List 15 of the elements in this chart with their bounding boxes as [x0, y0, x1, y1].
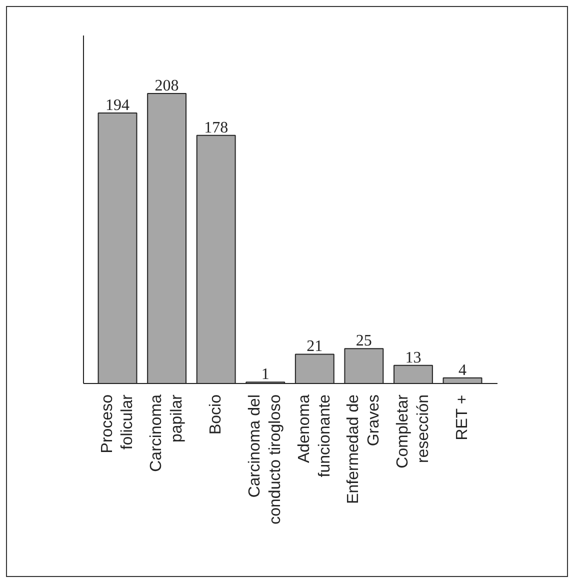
x-tick-label: Adenoma funcionante	[296, 394, 334, 478]
x-tick-label: Bocio	[208, 394, 225, 435]
data-label: 13	[405, 349, 422, 366]
data-label: 4	[458, 362, 467, 379]
x-tick-label: Enfermedad de Graves	[345, 394, 383, 504]
data-label: 208	[154, 78, 179, 94]
data-label: 1	[261, 366, 270, 384]
data-label: 25	[356, 332, 372, 350]
x-tick-label: Completar resección	[394, 394, 432, 468]
x-tick-label: Proceso folicular	[98, 394, 136, 454]
x-tick-label: Carcinoma papilar	[148, 394, 186, 472]
data-label: 21	[306, 338, 323, 356]
data-label: 194	[106, 97, 130, 114]
x-tick-label: RET +	[454, 394, 472, 440]
data-label: 178	[204, 119, 228, 136]
